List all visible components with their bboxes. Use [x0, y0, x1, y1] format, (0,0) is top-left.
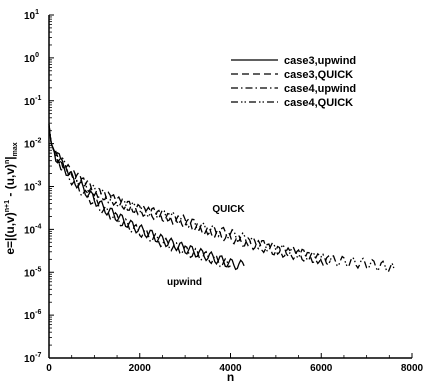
curve-annotation: QUICK [212, 204, 245, 215]
x-tick-label: 8000 [401, 363, 424, 374]
x-axis-title: n [227, 370, 234, 384]
x-tick-label: 6000 [310, 363, 333, 374]
y-tick-label: 10-4 [24, 223, 41, 236]
tick-labels: 101 100 10-1 10-2 10-3 10-4 10-5 10-6 10-7 0 2000 4… [24, 9, 424, 374]
y-tick-label: 10-1 [24, 95, 41, 108]
series-line [48, 124, 231, 268]
series-line [48, 124, 395, 273]
legend-label: case4,QUICK [284, 97, 353, 109]
plot-frame [48, 15, 412, 359]
x-tick-label: 2000 [129, 363, 152, 374]
y-tick-label: 101 [24, 9, 39, 22]
y-tick-label: 10-3 [24, 181, 41, 194]
y-title-bar1: | [3, 238, 17, 241]
y-tick-label: 10-6 [24, 309, 41, 322]
legend-label: case3,upwind [284, 55, 356, 67]
y-title-base1: (u,v) [3, 212, 17, 237]
x-tick-label: 4000 [219, 363, 242, 374]
y-axis-title: e=|(u,v)n+1 - (u,v)n|max [3, 142, 19, 254]
annotations: QUICK upwind [167, 204, 245, 288]
curve-annotation: upwind [167, 277, 202, 288]
y-tick-label: 100 [24, 52, 39, 65]
y-tick-label: 10-5 [24, 266, 41, 279]
y-title-sup1: n+1 [4, 200, 11, 212]
y-title-lhs: e= [3, 241, 17, 255]
legend-label: case4,upwind [284, 83, 356, 95]
y-tick-label: 10-7 [24, 352, 41, 365]
series-line [48, 126, 245, 271]
legend-label: case3,QUICK [284, 69, 353, 81]
y-title-mid: - (u,v) [3, 164, 17, 200]
y-tick-label: 10-2 [24, 138, 41, 151]
x-tick-label: 0 [46, 363, 52, 374]
y-title-sub: max [12, 142, 19, 156]
series-layer [48, 124, 395, 273]
series-line [48, 126, 331, 267]
y-title-bar2: | [3, 156, 17, 159]
y-title-sup2: n [4, 160, 11, 164]
legend: case3,upwind case3,QUICK case4,upwind case4… [231, 55, 356, 109]
